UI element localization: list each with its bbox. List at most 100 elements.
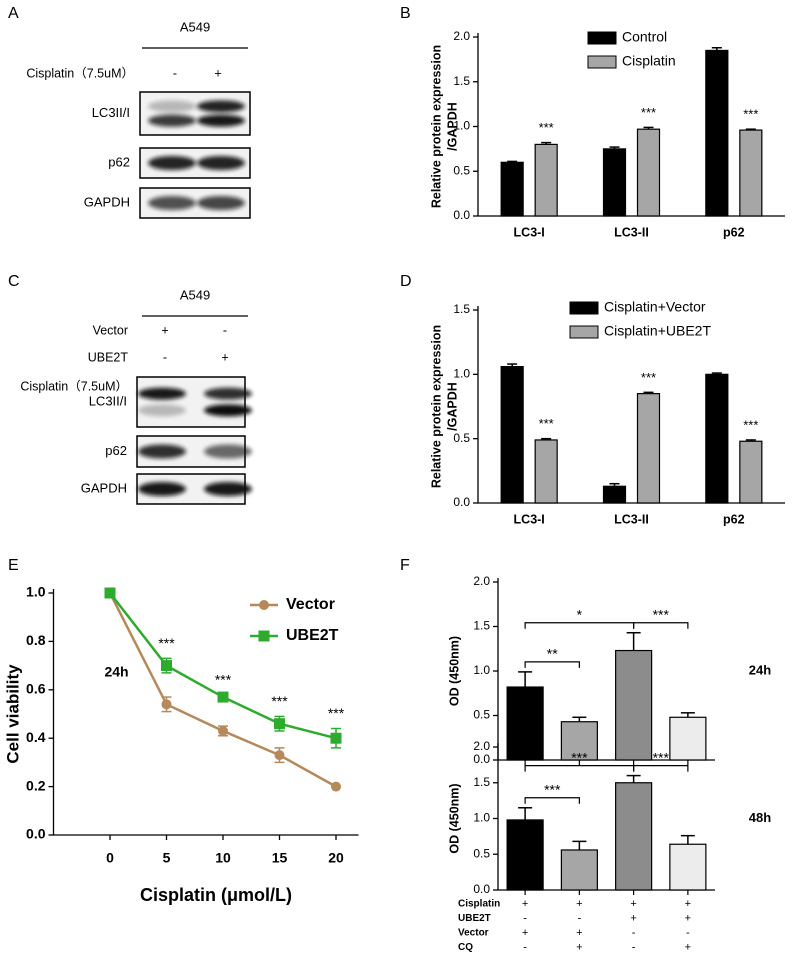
bar: [500, 161, 524, 217]
y-tick-label: 1.0: [26, 584, 46, 600]
treatment-label: UBE2T: [88, 350, 129, 364]
y-tick-label: 0.5: [453, 431, 470, 445]
condition-sign: +: [630, 898, 636, 910]
significance: ***: [743, 417, 758, 432]
blot-band: [204, 387, 252, 400]
point: [161, 660, 172, 672]
bar: [560, 849, 598, 891]
y-axis-label: /GAPDH: [445, 102, 459, 151]
panel-label: E: [8, 557, 19, 574]
point: [330, 732, 342, 744]
bar: [602, 485, 627, 504]
significance: ***: [158, 635, 175, 651]
y-tick-label: 1.0: [453, 367, 470, 381]
blot-band: [204, 444, 252, 459]
treatment-sign: +: [214, 66, 221, 80]
bar: [615, 649, 653, 761]
bar: [506, 819, 544, 891]
legend-swatch: [587, 31, 617, 45]
bar: [739, 129, 763, 217]
significance-bracket: [633, 622, 689, 629]
y-tick-label: 0.6: [26, 681, 46, 697]
bar: [534, 143, 558, 217]
y-tick-label: 0.0: [453, 495, 470, 509]
significance: **: [547, 646, 558, 662]
x-tick-label: 10: [215, 850, 231, 866]
bar: [636, 393, 661, 504]
band-label: LC3II/I: [89, 393, 127, 408]
band-label: LC3II/I: [92, 105, 130, 120]
y-tick-label: 1.0: [473, 811, 490, 825]
bar: [705, 373, 729, 504]
condition-sign: +: [522, 927, 528, 939]
treatment-sign: -: [223, 323, 227, 337]
y-tick-label: 2.0: [473, 574, 490, 588]
condition-sign: +: [576, 898, 582, 910]
condition-sign: -: [632, 927, 636, 939]
y-tick-label: 2.0: [473, 739, 490, 753]
condition-label: UBE2T: [458, 913, 491, 924]
condition-sign: -: [632, 941, 636, 953]
significance: ***: [571, 749, 588, 765]
time-label: 24h: [749, 662, 771, 677]
blot-band: [138, 482, 186, 496]
panel-label: A: [8, 5, 19, 22]
bar: [669, 843, 707, 891]
y-tick-label: 1.5: [473, 619, 490, 633]
significance: ***: [641, 370, 656, 385]
y-axis-label: OD (450nm): [447, 636, 461, 706]
condition-sign: +: [576, 941, 582, 953]
panel-label: B: [400, 5, 411, 22]
legend-label: Cisplatin: [622, 53, 676, 69]
bar: [669, 716, 707, 761]
blot-title: A549: [180, 287, 210, 302]
band-label: p62: [108, 154, 130, 169]
time-label: 24h: [104, 664, 128, 680]
legend-label: Cisplatin+UBE2T: [604, 323, 711, 339]
condition-sign: +: [630, 912, 636, 924]
significance: ***: [328, 705, 345, 721]
significance: ***: [539, 120, 554, 135]
x-tick-label: LC3-II: [614, 512, 649, 526]
y-tick-label: 1.5: [473, 775, 490, 789]
blot-band: [197, 100, 245, 113]
blot-band: [138, 387, 186, 400]
y-tick-label: 0.0: [453, 208, 470, 222]
blot-band: [204, 404, 252, 417]
treatment-label: Cisplatin（7.5uM）: [20, 379, 128, 393]
panel-label: C: [8, 273, 20, 290]
legend-label: Vector: [286, 596, 335, 613]
x-tick-label: LC3-II: [614, 225, 649, 239]
condition-label: Cisplatin: [458, 899, 500, 910]
y-tick-label: 0.2: [26, 777, 46, 793]
bar: [500, 366, 524, 504]
y-tick-label: 1.5: [453, 302, 470, 316]
condition-sign: +: [576, 927, 582, 939]
y-tick-label: 0.5: [453, 163, 470, 177]
panel-label: F: [400, 557, 410, 574]
y-tick-label: 0.4: [26, 729, 46, 745]
condition-label: CQ: [458, 942, 473, 953]
blot-title: A549: [180, 19, 210, 34]
y-axis-label: Relative protein expression: [429, 45, 443, 208]
significance: ***: [271, 693, 288, 709]
treatment-sign: +: [221, 350, 228, 364]
blot-band: [148, 156, 196, 170]
band-label: p62: [105, 443, 127, 458]
significance-bracket: [524, 661, 580, 668]
bar: [636, 128, 661, 217]
point: [218, 725, 228, 736]
legend-swatch: [569, 325, 599, 339]
y-tick-label: 0.5: [473, 846, 490, 860]
y-tick-label: 1.0: [453, 119, 470, 133]
bar: [615, 782, 653, 891]
significance: ***: [641, 105, 656, 120]
blot-band: [204, 482, 252, 496]
x-tick-label: 5: [163, 850, 171, 866]
x-tick-label: 20: [328, 850, 344, 866]
condition-sign: -: [578, 912, 582, 924]
blot-band: [197, 196, 245, 210]
